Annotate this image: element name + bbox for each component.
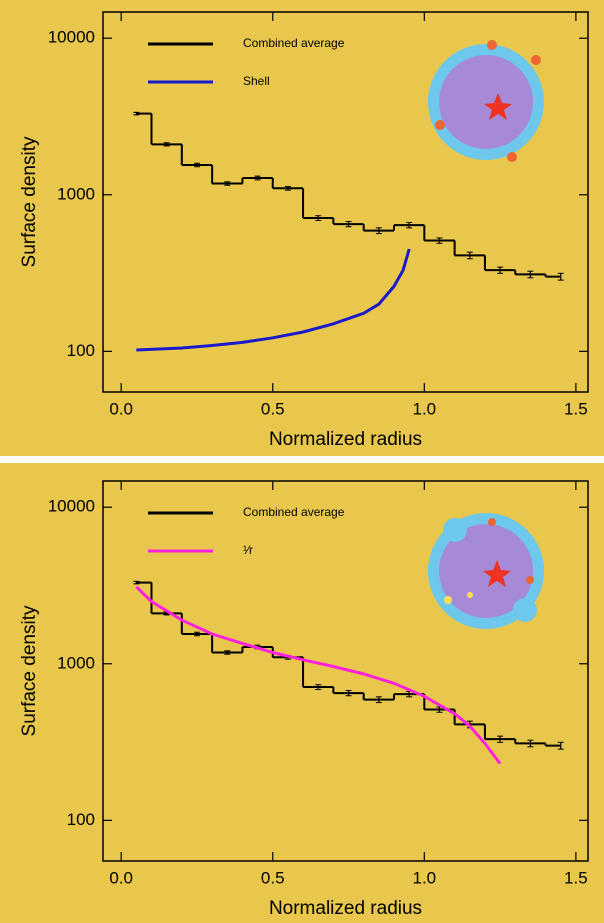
y-tick-label: 10000: [48, 28, 95, 47]
series-line: [136, 248, 411, 352]
legend-label: Combined average: [243, 505, 345, 519]
y-tick-label: 100: [67, 810, 95, 829]
legend-label: Combined average: [243, 36, 345, 50]
x-tick-label: 1.5: [564, 868, 588, 887]
inset-streams: [428, 513, 544, 629]
legend-label: ¹⁄r: [243, 543, 253, 557]
x-tick-label: 0.0: [109, 399, 133, 418]
y-tick-label: 10000: [48, 497, 95, 516]
y-axis-label: Surface density: [19, 136, 40, 267]
inset-shell: [428, 40, 544, 162]
x-tick-label: 1.0: [412, 399, 436, 418]
y-axis-label: Surface density: [19, 605, 40, 736]
y-tick-label: 1000: [57, 653, 95, 672]
plot: 100 1000 10000 0.0 0.5 1.0 1.5 Normalized radiu…: [19, 480, 589, 919]
x-tick-label: 0.0: [109, 868, 133, 887]
plot-frame: [102, 11, 589, 393]
series-line: [135, 585, 502, 765]
x-tick-label: 0.5: [261, 868, 285, 887]
legend-label: Shell: [243, 74, 270, 88]
plot: 100 1000 10000 0.0 0.5 1.0 1.5 Normalized radiu…: [19, 11, 589, 450]
y-tick-label: 1000: [57, 184, 95, 203]
y-tick-label: 100: [67, 341, 95, 360]
x-axis-label: Normalized radius: [269, 898, 422, 919]
x-tick-label: 0.5: [261, 399, 285, 418]
x-axis-label: Normalized radius: [269, 429, 422, 450]
plot-frame: [102, 480, 589, 862]
x-tick-label: 1.5: [564, 399, 588, 418]
x-tick-label: 1.0: [412, 868, 436, 887]
